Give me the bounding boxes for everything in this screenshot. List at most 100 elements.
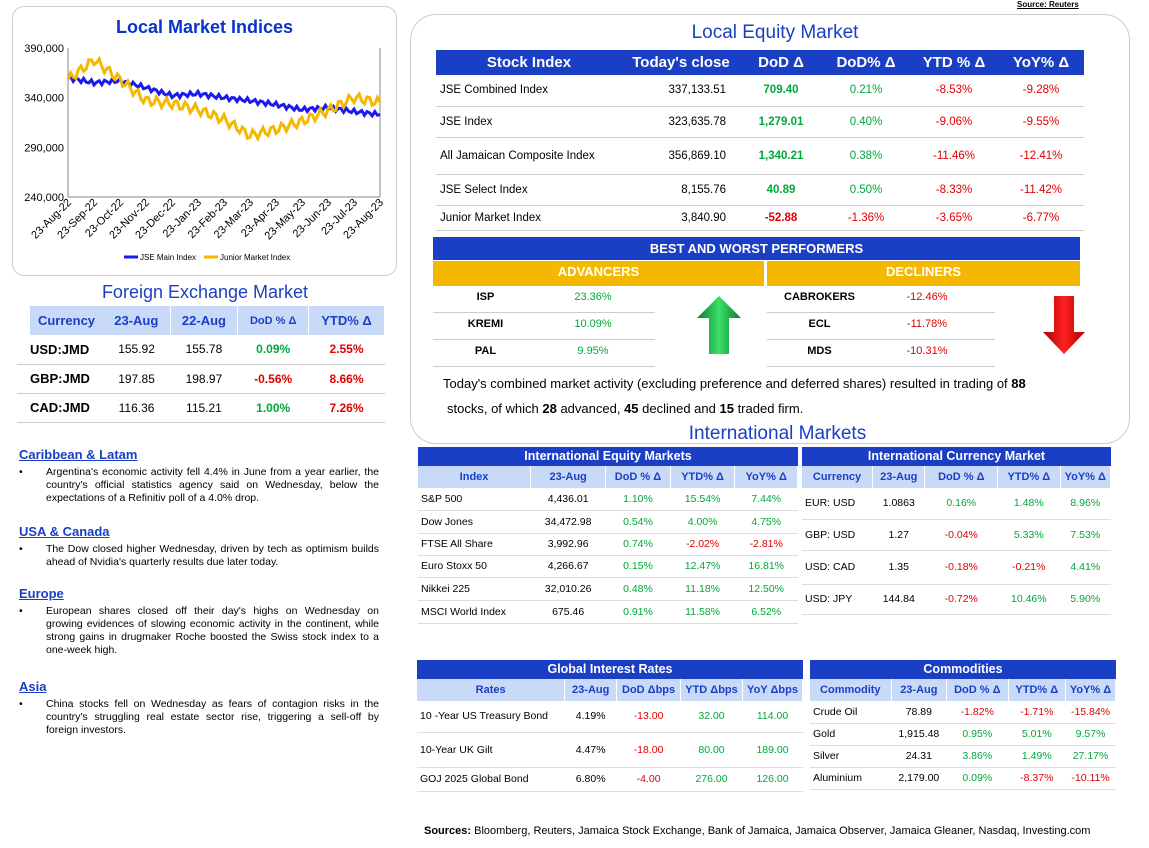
intl-equity-row: Nikkei 225 32,010.26 0.48% 11.18% 12.50% xyxy=(418,577,798,601)
intl-equity-cell: 12.50% xyxy=(734,577,798,601)
decliners-symbol: ECL xyxy=(808,318,831,330)
local-indices-title: Local Market Indices xyxy=(115,17,294,37)
summary-text-2: stocks, of which xyxy=(447,401,543,416)
intl-currency-cell: 144.84 xyxy=(872,584,925,615)
intl-equity-title: International Equity Markets xyxy=(418,447,798,466)
fx-cell: 1.00% xyxy=(237,393,309,423)
intl-equity-header: DoD % Δ xyxy=(605,466,671,488)
fx-row: GBP:JMD 197.85 198.97 -0.56% 8.66% xyxy=(17,364,385,394)
intl-currency-row: USD: JPY 144.84 -0.72% 10.46% 5.90% xyxy=(802,584,1111,615)
commodity-header: Commodity xyxy=(810,679,892,701)
intl-currency-header: Currency xyxy=(802,466,874,488)
y-tick-label: 340,000 xyxy=(24,93,64,105)
rates-cell: 80.00 xyxy=(680,732,743,768)
intl-title: International Markets xyxy=(688,423,867,444)
rates-header: Rates xyxy=(417,679,566,701)
news-heading[interactable]: Asia xyxy=(19,679,47,694)
intl-currency-cell: -0.04% xyxy=(924,519,998,551)
summary-text-3: advanced, xyxy=(556,401,625,416)
summary-advanced: 28 xyxy=(542,401,557,416)
intl-equity-cell: 6.52% xyxy=(734,600,798,624)
series-line-1 xyxy=(66,55,382,143)
commodity-cell: 5.01% xyxy=(1008,723,1066,746)
equity-cell: -9.28% xyxy=(998,75,1084,107)
market-summary: Today's combined market activity (exclud… xyxy=(443,371,1083,421)
commodity-cell: 9.57% xyxy=(1065,723,1116,746)
commodity-row: Gold 1,915.48 0.95% 5.01% 9.57% xyxy=(810,723,1116,746)
news-block: Asia China stocks fell on Wednesday as fe… xyxy=(19,679,379,737)
decliners-change: -12.46% xyxy=(906,291,948,303)
equity-cell: -11.42% xyxy=(998,174,1084,206)
interest-rates-table: Global Interest Rates Rates 23-Aug DoD Δbp… xyxy=(417,660,803,792)
eq-header-dod: DoD Δ xyxy=(740,50,822,75)
intl-currency-header: YTD% Δ xyxy=(997,466,1061,488)
intl-equity-cell: 34,472.98 xyxy=(530,510,606,534)
commodity-cell: 2,179.00 xyxy=(891,767,947,790)
down-arrow-icon xyxy=(1043,296,1085,354)
fx-header-currency: Currency xyxy=(30,306,103,335)
intl-equity-cell: 675.46 xyxy=(530,600,606,624)
rates-header: YTD Δbps xyxy=(680,679,743,701)
news-heading[interactable]: Europe xyxy=(19,586,64,601)
local-indices-panel: Local Market Indices xyxy=(12,6,397,276)
rates-header: DoD Δbps xyxy=(616,679,682,701)
commodity-cell: Silver xyxy=(810,745,892,768)
intl-equity-row: S&P 500 4,436.01 1.10% 15.54% 7.44% xyxy=(418,488,798,511)
rates-cell: 114.00 xyxy=(742,701,803,733)
fx-cell: 197.85 xyxy=(103,364,171,394)
y-tick-label: 240,000 xyxy=(24,192,64,204)
intl-equity-cell: 4,436.01 xyxy=(530,488,606,511)
intl-equity-cell: 11.18% xyxy=(670,577,735,601)
fx-cell: 2.55% xyxy=(308,335,385,365)
intl-currency-row: EUR: USD 1.0863 0.16% 1.48% 8.96% xyxy=(802,488,1111,520)
intl-equity-row: Euro Stoxx 50 4,266.67 0.15% 12.47% 16.81% xyxy=(418,555,798,578)
decliners-change: -10.31% xyxy=(906,345,948,357)
equity-cell: JSE Index xyxy=(436,106,622,138)
equity-row: JSE Select Index 8,155.76 40.89 0.50% -8.33%… xyxy=(436,174,1084,206)
rates-row: 10 -Year US Treasury Bond 4.19% -13.00 32.0… xyxy=(417,701,803,733)
local-equity-panel xyxy=(410,14,1130,444)
rates-cell: 4.47% xyxy=(564,732,617,768)
commodity-cell: 1,915.48 xyxy=(891,723,947,746)
fx-cell: 155.78 xyxy=(170,335,238,365)
intl-equity-row: MSCI World Index 675.46 0.91% 11.58% 6.52% xyxy=(418,600,798,624)
advancers-symbol: PAL xyxy=(474,345,497,357)
intl-equity-cell: -2.02% xyxy=(670,533,735,556)
fx-row: USD:JMD 155.92 155.78 0.09% 2.55% xyxy=(17,335,385,365)
intl-currency-cell: USD: JPY xyxy=(802,584,873,615)
intl-currency-cell: USD: CAD xyxy=(802,550,873,585)
equity-cell: 0.40% xyxy=(822,106,910,138)
advancers-symbol: KREMI xyxy=(467,318,504,330)
commodity-cell: 0.95% xyxy=(946,723,1009,746)
intl-currency-cell: 4.41% xyxy=(1060,550,1111,585)
equity-cell: 1,340.21 xyxy=(740,137,822,175)
commodity-cell: -10.11% xyxy=(1065,767,1116,790)
news-block: Europe European shares closed off their d… xyxy=(19,586,379,657)
sources-text: Bloomberg, Reuters, Jamaica Stock Exchan… xyxy=(471,825,1091,837)
news-heading[interactable]: Caribbean & Latam xyxy=(19,447,138,462)
rates-cell: 10 -Year US Treasury Bond xyxy=(417,701,565,733)
intl-equity-cell: 15.54% xyxy=(670,488,735,511)
commodity-header: DoD % Δ xyxy=(946,679,1009,701)
news-block: USA & Canada The Dow closed higher Wednes… xyxy=(19,524,379,569)
news-heading[interactable]: USA & Canada xyxy=(19,524,110,539)
eq-header-yoy: YoY% Δ xyxy=(998,50,1084,75)
commodity-cell: -1.71% xyxy=(1008,701,1066,724)
intl-equity-table: International Equity Markets Index 23-Aug… xyxy=(418,447,798,624)
intl-currency-cell: -0.18% xyxy=(924,550,998,585)
legend-label: Junior Market Index xyxy=(220,253,290,262)
commodity-cell: Gold xyxy=(810,723,892,746)
decliners-row: ECL -11.78% xyxy=(767,313,995,340)
equity-row: JSE Index 323,635.78 1,279.01 0.40% -9.06% -9… xyxy=(436,106,1084,138)
commodities-title: Commodities xyxy=(810,660,1116,679)
intl-currency-cell: -0.72% xyxy=(924,584,998,615)
eq-header-ytd: YTD % Δ xyxy=(910,50,998,75)
fx-cell: 7.26% xyxy=(308,393,385,423)
intl-equity-cell: 1.10% xyxy=(605,488,671,511)
intl-equity-cell: 0.15% xyxy=(605,555,671,578)
summary-declined: 45 xyxy=(624,401,639,416)
intl-equity-cell: MSCI World Index xyxy=(418,600,531,624)
up-arrow-icon xyxy=(697,296,741,354)
intl-currency-cell: 7.53% xyxy=(1060,519,1111,551)
fx-cell: 198.97 xyxy=(170,364,238,394)
